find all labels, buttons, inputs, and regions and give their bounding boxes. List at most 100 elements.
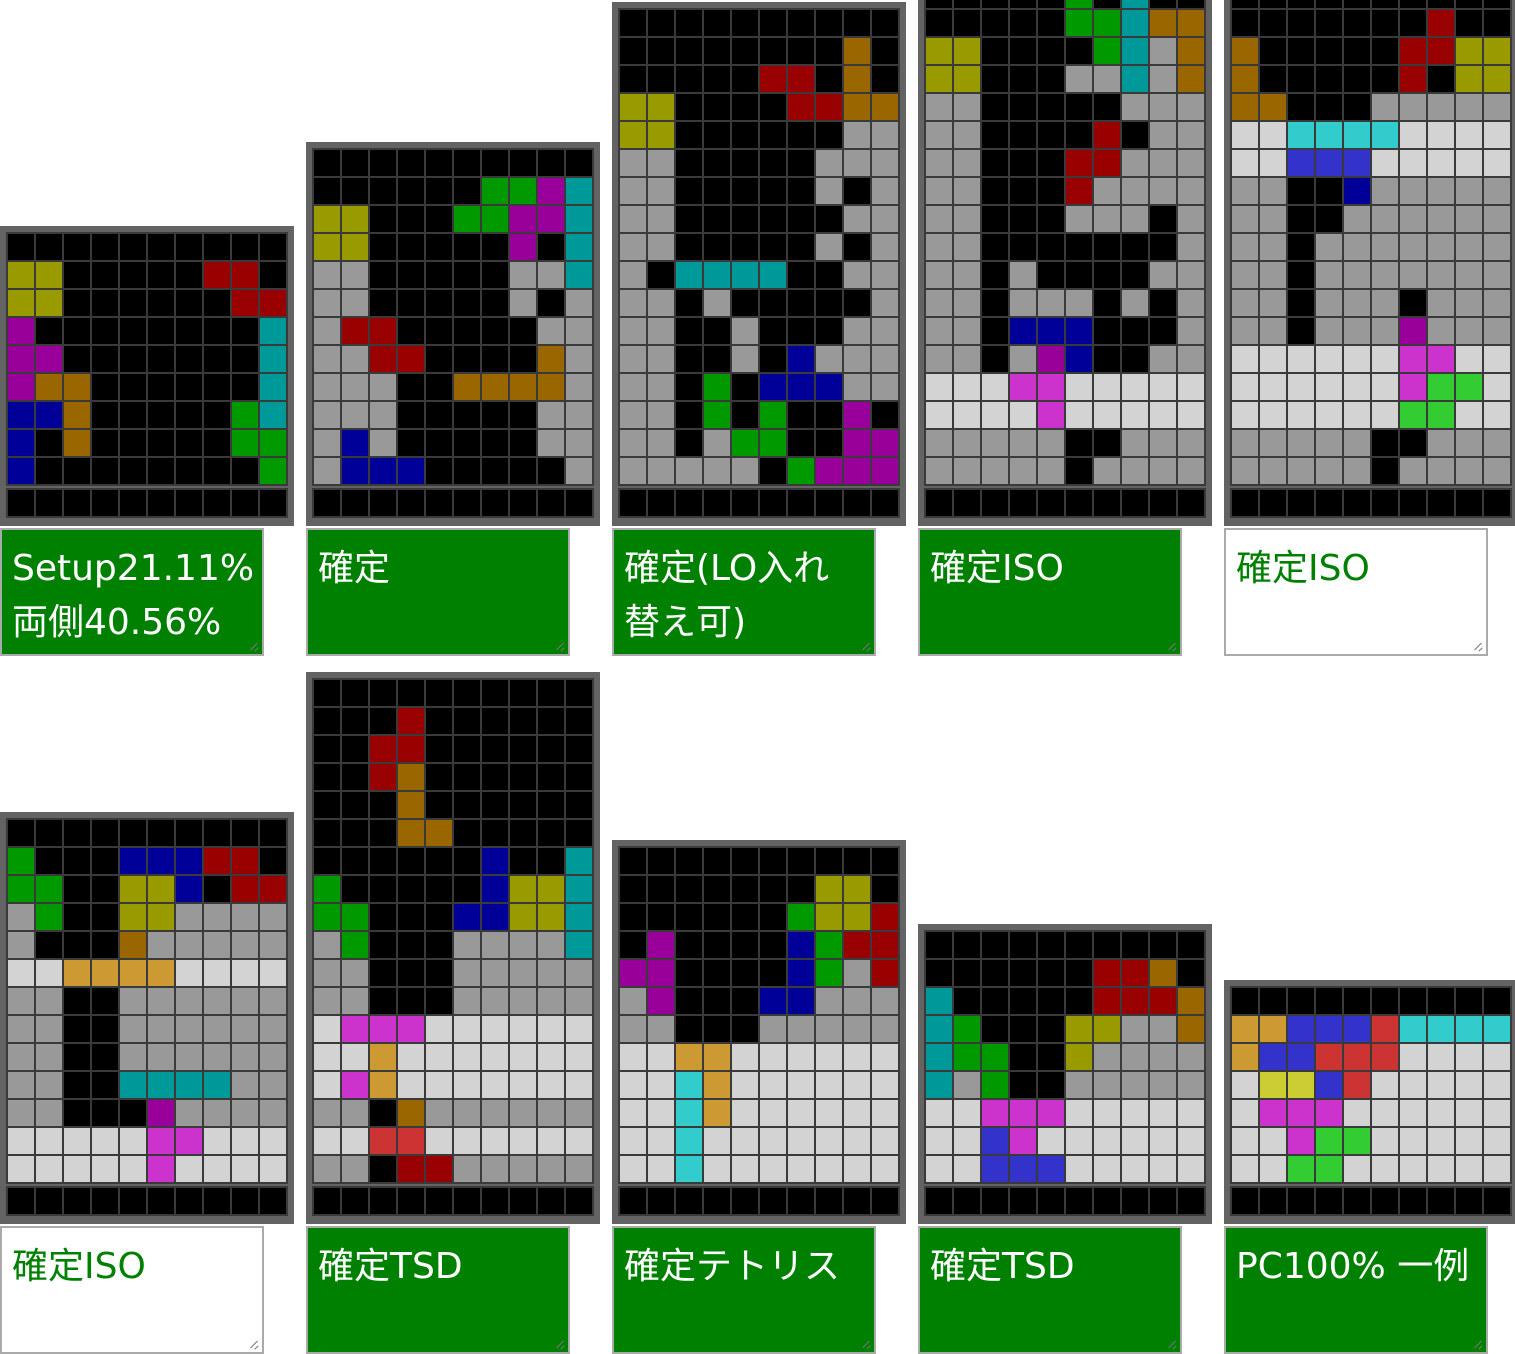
board-square [1400, 988, 1426, 1014]
board-square [36, 402, 62, 428]
tetris-board[interactable] [918, 0, 1212, 526]
board-square [92, 374, 118, 400]
board-square [732, 38, 758, 64]
resize-grip-icon[interactable] [556, 1340, 565, 1349]
board-square [732, 988, 758, 1014]
board-square [760, 150, 786, 176]
board-square [1010, 66, 1036, 92]
board-square [1484, 234, 1510, 260]
resize-grip-icon[interactable] [1474, 1340, 1483, 1349]
resize-grip-icon[interactable] [1168, 642, 1177, 651]
board-square [36, 988, 62, 1014]
board-bottom-row [1230, 488, 1512, 518]
comment-box[interactable]: 確定TSD [918, 1226, 1182, 1354]
board-square [1150, 234, 1176, 260]
resize-grip-icon[interactable] [250, 642, 259, 651]
board-square [64, 346, 90, 372]
board-square [926, 458, 952, 484]
tetris-board[interactable] [612, 2, 906, 526]
board-square [314, 820, 340, 846]
board-square [176, 374, 202, 400]
comment-box[interactable]: PC100% 一例 [1224, 1226, 1488, 1354]
board-square [844, 206, 870, 232]
board-square [982, 458, 1008, 484]
board-square [1178, 1128, 1204, 1154]
board-square [1150, 122, 1176, 148]
board-square [1428, 234, 1454, 260]
comment-box[interactable]: 確定ISO [1224, 528, 1488, 656]
resize-grip-icon[interactable] [862, 1340, 871, 1349]
board-square [1150, 458, 1176, 484]
board-square [148, 960, 174, 986]
resize-grip-icon[interactable] [1474, 642, 1483, 651]
board-square [260, 402, 286, 428]
board-square [1456, 66, 1482, 92]
board-square [120, 932, 146, 958]
board-square [620, 234, 646, 260]
board-square [232, 1156, 258, 1182]
comment-box[interactable]: 確定ISO [0, 1226, 264, 1354]
tetris-board[interactable] [306, 142, 600, 526]
board-square [342, 1072, 368, 1098]
tetris-board[interactable] [612, 840, 906, 1224]
board-square [1010, 234, 1036, 260]
comment-box[interactable]: 確定(LO入れ 替え可) [612, 528, 876, 656]
board-square [426, 1072, 452, 1098]
comment-box[interactable]: 確定 [306, 528, 570, 656]
board-square [342, 402, 368, 428]
comment-box[interactable]: 確定ISO [918, 528, 1182, 656]
comment-box[interactable]: 確定TSD [306, 1226, 570, 1354]
board-square [1122, 150, 1148, 176]
board-square [8, 1044, 34, 1070]
board-square [566, 402, 592, 428]
board-square [1010, 38, 1036, 64]
board-square [1288, 988, 1314, 1014]
tetris-board[interactable] [1224, 980, 1515, 1224]
board-square [676, 66, 702, 92]
resize-grip-icon[interactable] [556, 642, 565, 651]
board-square [314, 904, 340, 930]
board-square [620, 1072, 646, 1098]
board-square [620, 1100, 646, 1126]
board-square [176, 262, 202, 288]
tetris-board[interactable] [306, 672, 600, 1224]
board-square [1038, 234, 1064, 260]
board-square [398, 318, 424, 344]
board-square [148, 932, 174, 958]
board-square [816, 178, 842, 204]
resize-grip-icon[interactable] [862, 642, 871, 651]
board-square [342, 1100, 368, 1126]
board-square [454, 490, 480, 516]
board-square [926, 1128, 952, 1154]
board-square [426, 490, 452, 516]
board-square [176, 1044, 202, 1070]
tetris-board[interactable] [1224, 0, 1515, 526]
board-square [566, 1156, 592, 1182]
tetris-board[interactable] [918, 924, 1212, 1224]
resize-grip-icon[interactable] [250, 1340, 259, 1349]
board-bottom-row [312, 488, 594, 518]
board-square [370, 318, 396, 344]
board-square [566, 490, 592, 516]
board-square [566, 736, 592, 762]
board-square [954, 960, 980, 986]
board-square [1122, 122, 1148, 148]
board-square [176, 1156, 202, 1182]
tetris-board[interactable] [0, 812, 294, 1224]
board-square [1094, 1072, 1120, 1098]
board-square [620, 490, 646, 516]
board-square [704, 988, 730, 1014]
resize-grip-icon[interactable] [1168, 1340, 1177, 1349]
comment-box[interactable]: Setup21.11% 両側40.56% [0, 528, 264, 656]
comment-box[interactable]: 確定テトリス [612, 1226, 876, 1354]
board-square [1372, 318, 1398, 344]
board-square [482, 178, 508, 204]
tetris-board[interactable] [0, 226, 294, 526]
board-square [926, 1100, 952, 1126]
board-square [1316, 1072, 1342, 1098]
board-square [1232, 206, 1258, 232]
board-square [510, 430, 536, 456]
board-square [982, 178, 1008, 204]
board-square [426, 932, 452, 958]
board-square [1232, 1156, 1258, 1182]
